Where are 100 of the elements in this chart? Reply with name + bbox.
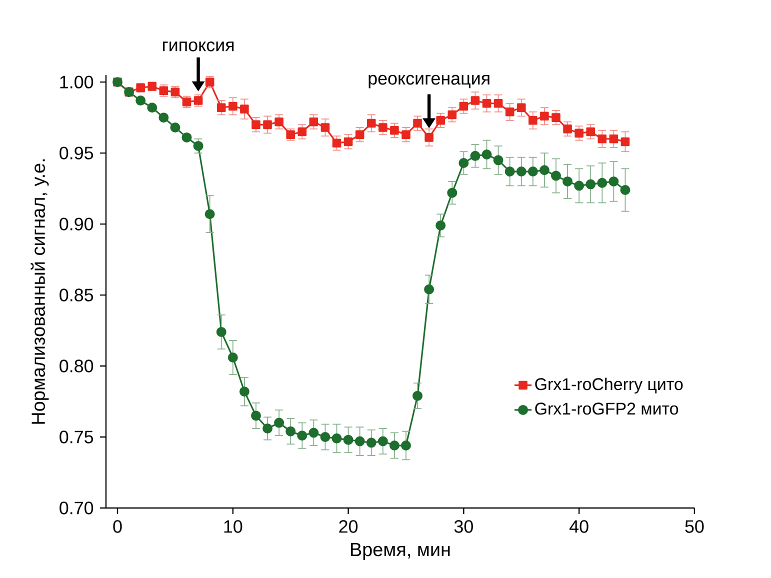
point — [412, 390, 423, 401]
point — [516, 103, 526, 112]
point — [563, 124, 572, 134]
point — [598, 134, 607, 144]
point — [274, 418, 284, 428]
point — [552, 113, 560, 122]
point — [344, 137, 353, 146]
point — [182, 132, 192, 142]
point — [470, 96, 480, 105]
y-tick-label: 1.00 — [60, 76, 94, 88]
legend-label: Grx1-roGFP2 мито — [535, 402, 678, 415]
x-tick-label: 10 — [224, 520, 242, 533]
point — [228, 102, 238, 111]
point — [505, 107, 514, 116]
legend-label: Grx1-roCherry цито — [535, 378, 683, 394]
point — [332, 433, 342, 444]
point — [320, 432, 330, 442]
point — [274, 117, 284, 126]
point — [250, 410, 261, 421]
point — [366, 118, 376, 128]
point — [170, 88, 180, 96]
point — [424, 284, 434, 294]
point — [332, 138, 342, 148]
point — [562, 176, 573, 186]
point — [620, 184, 630, 195]
point — [309, 117, 318, 126]
annotation: реоксигенация — [368, 74, 490, 88]
point — [378, 436, 388, 446]
point — [286, 426, 296, 436]
point — [320, 123, 330, 132]
point — [482, 149, 492, 160]
point — [204, 209, 215, 220]
point — [482, 98, 492, 108]
point — [216, 103, 226, 112]
point — [193, 140, 204, 151]
point — [297, 430, 308, 441]
point — [343, 434, 354, 445]
point — [205, 78, 214, 86]
point — [378, 123, 388, 132]
point — [298, 127, 307, 136]
point — [597, 178, 608, 188]
point — [147, 102, 158, 113]
point — [159, 86, 168, 95]
point — [436, 116, 446, 125]
point — [366, 438, 376, 448]
point — [459, 102, 468, 111]
y-tick-label: 0.80 — [60, 360, 94, 372]
point — [228, 352, 238, 362]
y-tick-label: 0.95 — [60, 146, 94, 160]
point — [504, 166, 515, 177]
point — [182, 98, 192, 106]
x-tick-label: 30 — [454, 520, 473, 533]
point — [586, 127, 596, 136]
point — [170, 122, 180, 133]
point — [436, 220, 446, 230]
y-tick-label: 0.90 — [60, 218, 94, 230]
x-tick-label: 0 — [113, 520, 122, 533]
point — [493, 155, 504, 166]
point — [458, 158, 469, 168]
y-tick-label: 0.85 — [60, 288, 94, 302]
point — [354, 436, 365, 446]
point — [252, 120, 260, 130]
x-tick-label: 50 — [685, 520, 704, 533]
point — [608, 176, 619, 186]
point — [574, 180, 584, 191]
point — [447, 188, 458, 198]
point — [516, 166, 526, 177]
point — [355, 130, 364, 140]
point — [574, 128, 584, 138]
point — [402, 130, 410, 140]
point — [528, 116, 538, 125]
point — [216, 326, 226, 337]
x-tick-label: 20 — [339, 520, 358, 533]
point — [494, 98, 503, 108]
point — [413, 118, 422, 128]
point — [158, 112, 169, 123]
point — [308, 428, 319, 438]
point — [400, 440, 411, 451]
point — [550, 170, 561, 181]
point — [424, 133, 434, 142]
x-axis-title: Время, мин — [351, 543, 450, 560]
point — [620, 137, 630, 146]
y-tick-label: 0.70 — [60, 502, 94, 514]
point — [389, 440, 400, 451]
point — [240, 104, 249, 114]
x-tick-label: 40 — [570, 520, 588, 533]
annotation: гипоксия — [163, 42, 234, 52]
point — [194, 96, 203, 105]
y-axis-title: Нормализованный сигнал, у.е. — [30, 159, 49, 424]
point — [286, 130, 295, 140]
point — [528, 166, 538, 177]
point — [263, 120, 272, 130]
point — [390, 126, 399, 135]
point — [239, 386, 250, 397]
point — [448, 110, 457, 120]
y-tick-label: 0.75 — [60, 430, 94, 444]
point — [136, 96, 146, 106]
point — [262, 423, 273, 434]
point — [609, 134, 618, 144]
point — [470, 150, 480, 161]
